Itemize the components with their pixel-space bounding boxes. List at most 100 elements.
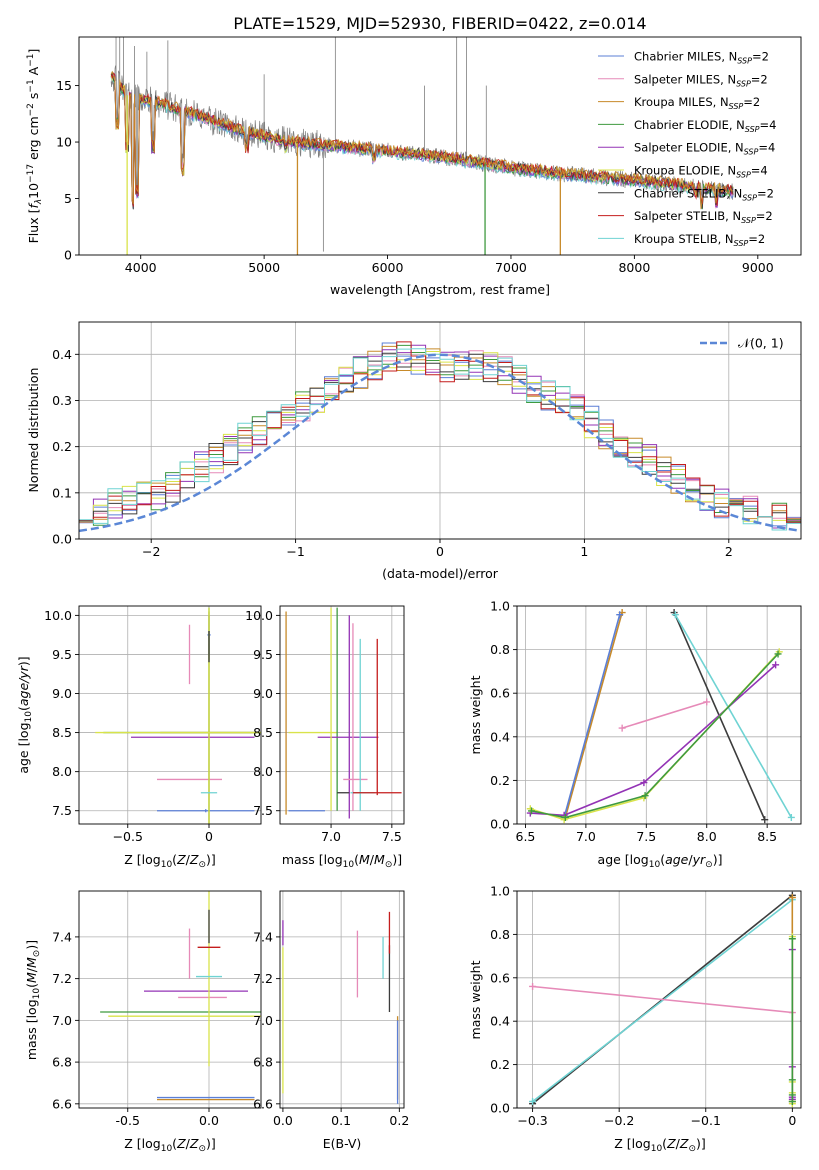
axes-frame	[78, 36, 802, 256]
plot-area	[110, 37, 734, 255]
x-tick-label: 0.0	[199, 1113, 219, 1128]
legend-label: Chabrier MILES, NSSP=2	[634, 50, 769, 66]
series-chabrier-elodie-marker	[788, 1097, 796, 1105]
axes-frame	[78, 890, 262, 1109]
y-tick-label: 0.6	[490, 686, 510, 701]
x-tick-label: 0.1	[331, 1113, 351, 1128]
panel-mass-vs-extinction: 0.0 0.1 0.2 6.6 6.8 7.0 7.2 7.4 E(B-V)	[253, 890, 409, 1151]
x-tick-label: 7.0	[321, 829, 341, 844]
x-axis-label: Z [log10(Z/Z⊙)]	[124, 852, 216, 870]
x-axis-label: mass [log10(M/M⊙)]	[282, 852, 402, 870]
x-axis-label: age [log10(age/yr⊙)]	[598, 852, 723, 870]
series-chabrier-miles-line	[563, 614, 621, 818]
y-axis-label: Normed distribution	[26, 368, 41, 493]
y-tick-label: 5	[64, 191, 72, 206]
x-tick-label: 0	[205, 829, 213, 844]
panel-mass-weight-vs-metallicity: −0.3 −0.2 −0.1 0 0.0 0.2 0.4 0.6 0.8 1.0 Z [log10(…	[468, 884, 802, 1154]
series-kroupa-stelib-marker	[787, 813, 795, 821]
series-kroupa-stelib-marker	[529, 1097, 537, 1105]
series-kroupa-miles-line	[564, 612, 623, 818]
y-tick-label: 9.0	[52, 686, 72, 701]
x-tick-label: 0.2	[389, 1113, 409, 1128]
y-tick-label: 10	[56, 135, 72, 150]
series-chabrier-elodie-marker	[528, 807, 536, 815]
panel-mass-weight-vs-age: 6.5 7.0 7.5 8.0 8.5 0.0 0.2 0.4 0.6 0.8 1.0 age [lo…	[468, 599, 802, 870]
y-tick-label: 0.1	[52, 485, 72, 500]
x-tick-label: −0.2	[604, 1113, 634, 1128]
x-tick-label: 7.5	[636, 829, 656, 844]
y-tick-label: 10.0	[245, 608, 273, 623]
y-tick-label: 6.6	[52, 1096, 72, 1111]
series-salpeter-miles-marker	[618, 724, 626, 732]
plot-area	[100, 891, 261, 1101]
y-tick-label: 0.4	[52, 347, 72, 362]
plot-area	[285, 607, 402, 819]
x-tick-label: 2	[725, 544, 733, 559]
y-tick-label: 0.2	[52, 439, 72, 454]
series-salpeter-miles-marker	[529, 982, 537, 990]
series-chabrier-miles-marker	[616, 611, 624, 619]
histogram-salpeter-stelib	[79, 341, 801, 524]
y-axis-label: mass weight	[468, 675, 483, 754]
y-tick-label: 1.0	[490, 884, 510, 899]
y-tick-label: 8.0	[52, 764, 72, 779]
legend-label: 𝒩(0, 1)	[738, 336, 784, 351]
axes-frame	[279, 605, 405, 825]
y-tick-label: 7.5	[253, 803, 273, 818]
plot-area	[526, 609, 795, 824]
plot-area	[95, 607, 261, 824]
series-salpeter-miles-line	[532, 985, 793, 1014]
y-tick-label: 0.8	[490, 927, 510, 942]
panel-residual-distribution: −2 −1 0 1 2 0.0 0.1 0.2 0.3 0.4 𝒩(0, 1) (data-model…	[26, 321, 802, 581]
x-tick-label: 4000	[125, 260, 157, 275]
panel-age-vs-metallicity: −0.5 0 7.5 8.0 8.5 9.0 9.5 10.0 Z [log10(Z/Z⊙)] a…	[16, 605, 262, 870]
series-salpeter-miles-marker	[703, 698, 711, 706]
y-tick-label: 1.0	[490, 599, 510, 614]
panel-mass-vs-metallicity: -0.5 0.0 6.6 6.8 7.0 7.2 7.4 Z [log10(Z/Z⊙)] mas…	[24, 890, 262, 1154]
x-tick-label: -0.5	[116, 1113, 140, 1128]
panel-spectrum: 4000 5000 6000 7000 8000 9000 0 5 10 15 Chabrier M…	[26, 36, 802, 297]
x-axis-label: Z [log10(Z/Z⊙)]	[614, 1136, 706, 1154]
legend-label: Salpeter MILES, NSSP=2	[634, 72, 768, 88]
y-tick-label: 7.4	[253, 929, 273, 944]
panel-age-vs-mass: 7.0 7.5 7.5 8.0 8.5 9.0 9.5 10.0 mass [log10(M/M…	[245, 605, 405, 870]
legend-label: Kroupa STELIB, NSSP=2	[634, 232, 765, 248]
legend-label: Salpeter STELIB, NSSP=2	[634, 209, 773, 225]
y-tick-label: 9.0	[253, 686, 273, 701]
y-tick-label: 0.4	[490, 729, 510, 744]
axes-frame	[516, 605, 802, 825]
series-salpeter-elodie-marker	[640, 779, 648, 787]
model-spectrum-kroupa-miles	[110, 70, 734, 210]
x-axis-label: Z [log10(Z/Z⊙)]	[124, 1136, 216, 1154]
y-tick-label: 7.2	[52, 971, 72, 986]
y-tick-label: 9.5	[253, 647, 273, 662]
plot-area	[529, 891, 796, 1108]
legend-label: Kroupa MILES, NSSP=2	[634, 95, 760, 111]
y-tick-label: 0.8	[490, 642, 510, 657]
series-kroupa-stelib-line	[532, 899, 793, 1103]
y-tick-label: 7.2	[253, 971, 273, 986]
y-tick-label: 0.0	[490, 1101, 510, 1116]
normal-distribution-curve	[79, 353, 801, 533]
y-tick-label: 9.5	[52, 647, 72, 662]
legend-label: Chabrier STELIB, NSSP=2	[634, 186, 774, 202]
y-tick-label: 0.4	[490, 1014, 510, 1029]
y-axis-label: mass [log10(M/M⊙)]	[24, 940, 42, 1060]
x-tick-label: −2	[142, 544, 160, 559]
x-tick-label: 0	[788, 1113, 796, 1128]
y-tick-label: 0.0	[52, 532, 72, 547]
x-tick-label: 9000	[742, 260, 774, 275]
histogram-kroupa-stelib	[79, 348, 801, 531]
series-salpeter-miles-line	[621, 701, 707, 729]
x-tick-label: −0.3	[517, 1113, 547, 1128]
y-tick-label: 7.0	[253, 1013, 273, 1028]
axes-frame	[516, 890, 802, 1109]
x-tick-label: 6000	[372, 260, 404, 275]
y-tick-label: 8.5	[253, 725, 273, 740]
y-tick-label: 7.0	[52, 1013, 72, 1028]
x-tick-label: 0.0	[273, 1113, 293, 1128]
axes-frame	[78, 605, 262, 825]
series-kroupa-stelib-line	[674, 614, 792, 818]
y-tick-label: 0	[64, 248, 72, 263]
